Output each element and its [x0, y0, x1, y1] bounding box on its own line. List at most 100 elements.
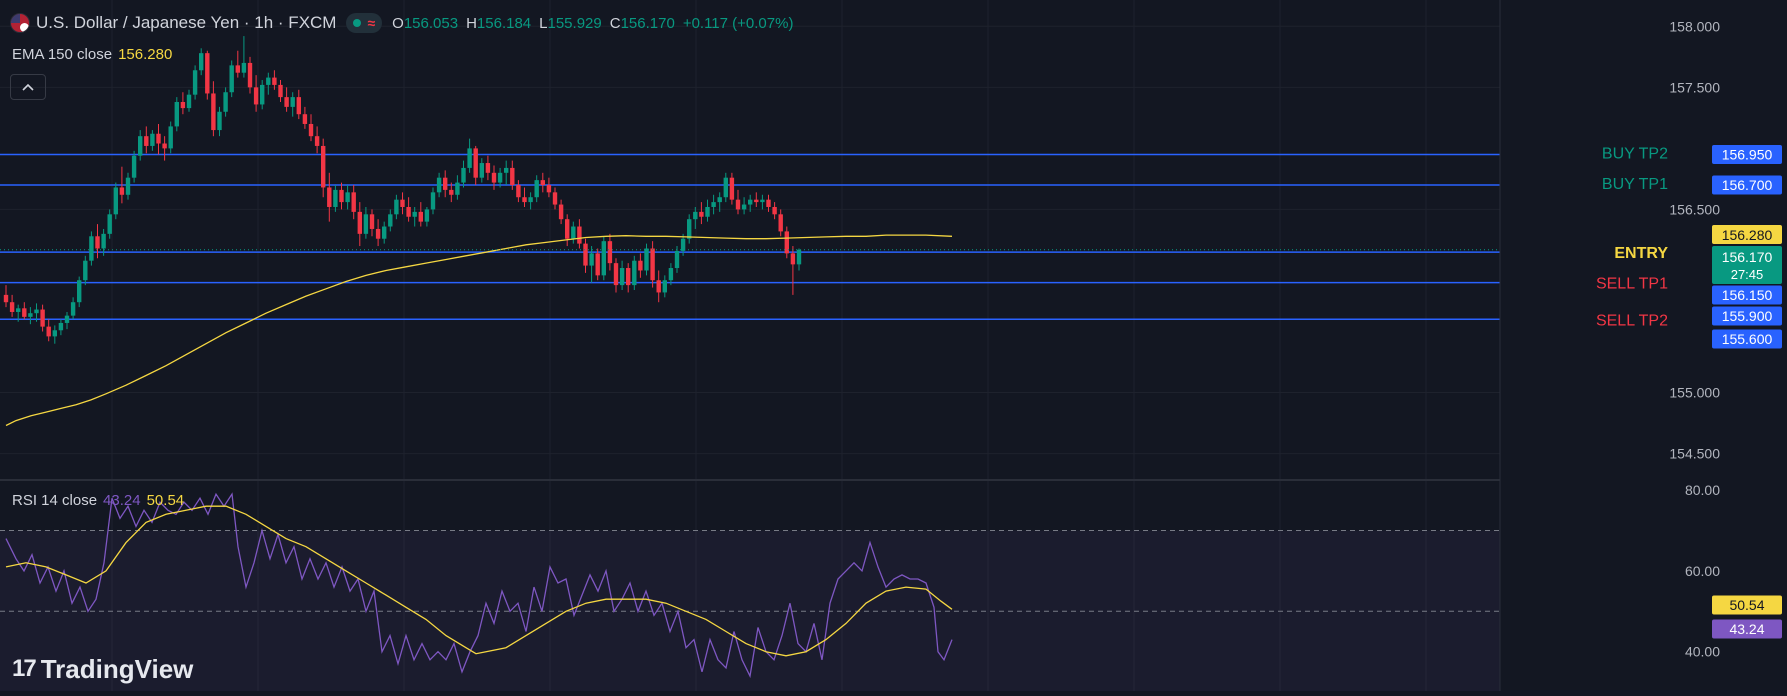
ema-price-tag — [1712, 225, 1782, 244]
market-open-dot-icon — [353, 19, 362, 27]
chart-header: U.S. Dollar / Japanese Yen · 1h · FXCM ≈… — [10, 12, 793, 34]
candle-body — [162, 143, 167, 149]
level-label: ENTRY — [1614, 245, 1668, 262]
ema-legend[interactable]: EMA 150 close 156.280 — [12, 46, 172, 63]
market-status-badge[interactable]: ≈ — [346, 13, 383, 33]
current-price-tag-text: 156.170 — [1722, 249, 1773, 265]
symbol-title[interactable]: U.S. Dollar / Japanese Yen · 1h · FXCM — [36, 13, 337, 32]
current-price-tag — [1712, 246, 1782, 284]
rsi-legend[interactable]: RSI 14 close 43.24 50.54 — [12, 492, 184, 509]
candle-body — [406, 206, 411, 217]
candle-body — [302, 114, 308, 124]
candle-body — [113, 187, 118, 215]
price-tick-label: 158.000 — [1669, 18, 1720, 34]
level-label: BUY TP2 — [1602, 145, 1668, 162]
ohlc-open-key: O — [392, 14, 404, 32]
level-price-tag — [1712, 144, 1782, 164]
candle-body — [125, 177, 131, 195]
candle-body — [558, 204, 564, 220]
candle-body — [668, 268, 674, 281]
level-price-tag — [1712, 175, 1782, 195]
ohlc-high-value: 156.184 — [476, 14, 532, 32]
candle-body — [693, 211, 698, 220]
candle-body — [382, 226, 387, 239]
candle-body — [589, 253, 594, 266]
rsi-ma-legend-value: 50.54 — [146, 492, 185, 509]
candle-body — [479, 163, 484, 178]
ohlc-high-key: H — [466, 14, 477, 32]
candle-body — [528, 197, 533, 203]
level-price-tag — [1712, 285, 1782, 305]
price-tick-label: 156.500 — [1669, 201, 1720, 217]
level-price-tag-text: 156.950 — [1722, 146, 1773, 162]
candle-body — [77, 280, 82, 303]
candle-body — [461, 167, 466, 183]
candle-body — [766, 199, 771, 207]
level-price-tag — [1712, 329, 1782, 349]
ema-legend-label: EMA 150 close — [12, 46, 113, 63]
candle-body — [241, 62, 247, 73]
candle-body — [247, 62, 253, 88]
candle-body — [9, 302, 15, 312]
candle-body — [662, 280, 667, 293]
tradingview-logo[interactable]: 17 TradingView — [12, 654, 193, 684]
candle-body — [436, 177, 442, 193]
candle-body — [687, 219, 692, 239]
candle-body — [571, 226, 576, 239]
candle-body — [3, 294, 9, 303]
candle-body — [186, 94, 192, 109]
candle-body — [107, 214, 112, 234]
candle-body — [156, 133, 161, 144]
candle-body — [144, 136, 149, 146]
candle-body — [656, 280, 661, 293]
candle-body — [632, 260, 637, 286]
candle-body — [266, 77, 271, 85]
candle-body — [784, 231, 789, 254]
candle-body — [552, 192, 558, 205]
candle-body — [723, 177, 728, 198]
candle-body — [626, 268, 631, 286]
candle-body — [565, 219, 570, 239]
candle-body — [296, 97, 301, 115]
candle-body — [95, 236, 100, 249]
rsi-ma-tag-text: 50.54 — [1729, 597, 1764, 613]
candle-body — [754, 199, 759, 203]
candle-body — [522, 197, 527, 203]
candle-body — [253, 87, 259, 105]
candle-body — [138, 136, 143, 156]
candle-body — [638, 260, 643, 271]
ema-150-line — [5, 234, 953, 427]
candle-body — [650, 248, 655, 281]
candle-body — [449, 189, 454, 195]
candle-body — [327, 187, 332, 207]
candle-body — [680, 238, 686, 251]
ohlc-change: +0.117 (+0.07%) — [682, 14, 794, 32]
candle-body — [211, 93, 216, 131]
candle-body — [699, 211, 704, 217]
candle-body — [674, 250, 680, 269]
level-label: BUY TP1 — [1602, 176, 1668, 193]
candle-body — [235, 65, 240, 73]
candle-body — [369, 214, 375, 229]
price-tick-label: 154.500 — [1669, 446, 1720, 462]
candle-body — [772, 206, 777, 215]
candle-body — [28, 313, 33, 317]
tradingview-logo-text: TradingView — [40, 653, 194, 684]
rsi-value-tag — [1712, 619, 1782, 639]
level-price-tag-text: 155.900 — [1722, 308, 1773, 324]
candle-body — [418, 211, 423, 222]
usd-jpy-flag-icon — [10, 13, 30, 33]
ohlc-open-value: 156.053 — [403, 14, 459, 32]
candle-body — [540, 180, 545, 186]
ohlc-low-key: L — [539, 14, 548, 32]
candle-body — [339, 189, 344, 203]
level-price-tag-text: 156.700 — [1722, 177, 1773, 193]
candle-body — [34, 309, 39, 314]
collapse-legend-button[interactable] — [10, 74, 46, 100]
candle-body — [58, 322, 64, 331]
candle-body — [345, 192, 350, 203]
candle-body — [748, 199, 753, 205]
price-tick-label: 155.000 — [1669, 385, 1720, 401]
